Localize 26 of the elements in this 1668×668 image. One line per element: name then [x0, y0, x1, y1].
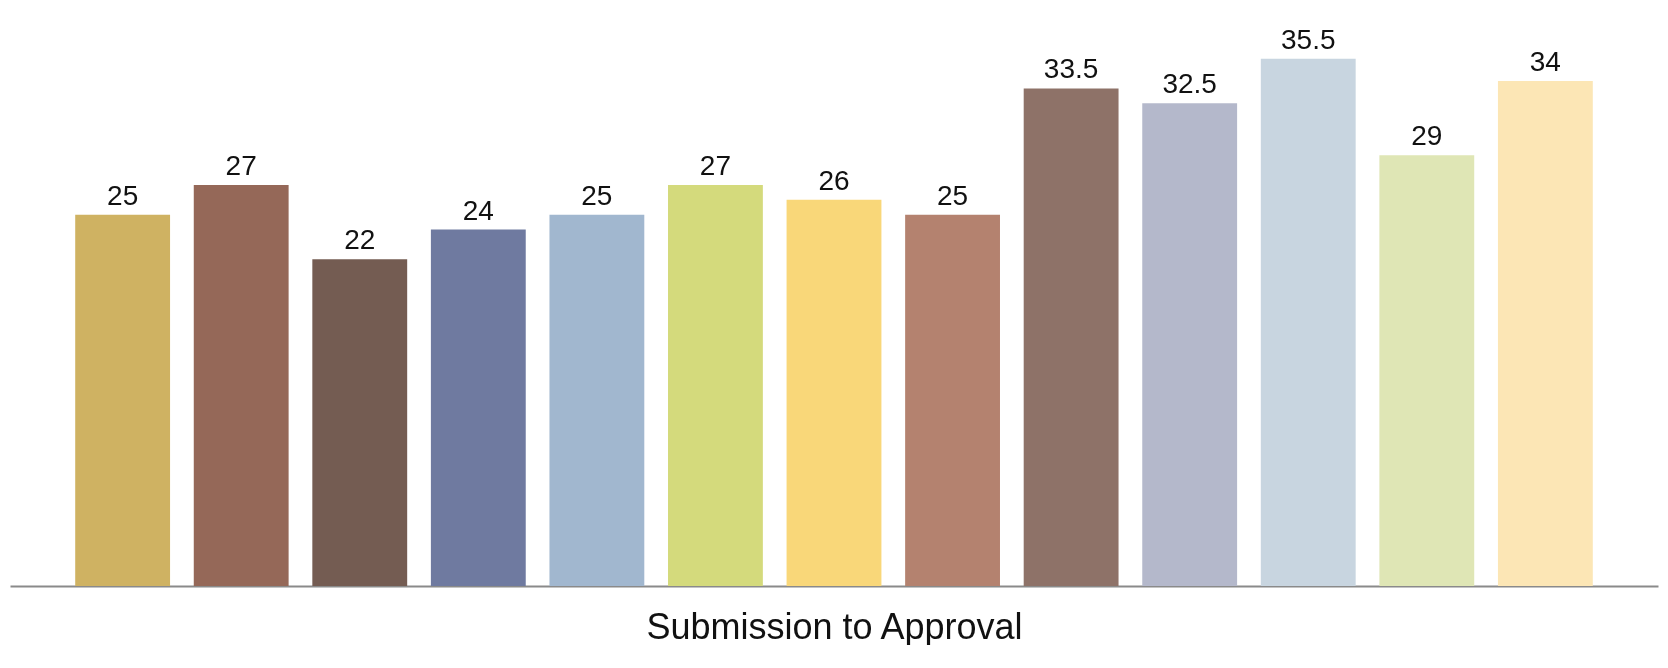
bar [549, 214, 645, 586]
bar [430, 229, 526, 586]
bar [786, 199, 882, 586]
bar [312, 259, 408, 586]
bar [1260, 58, 1356, 586]
data-label: 32.5 [1162, 68, 1217, 100]
bar [1142, 103, 1238, 586]
data-label: 34 [1529, 46, 1561, 78]
bar [1497, 81, 1593, 586]
data-label: 25 [107, 179, 139, 211]
bar [193, 184, 289, 586]
bar [905, 214, 1000, 586]
data-label: 25 [581, 179, 613, 211]
data-label: 27 [699, 149, 732, 181]
bar [668, 184, 763, 586]
data-label: 27 [225, 149, 257, 181]
data-label: 33.5 [1043, 53, 1099, 85]
data-label: 25 [936, 179, 969, 211]
data-label: 26 [818, 164, 850, 196]
data-label: 22 [344, 224, 376, 256]
bar [1023, 88, 1119, 586]
data-label: 24 [462, 194, 494, 226]
data-label: 29 [1411, 120, 1443, 152]
bar [75, 214, 171, 586]
bar [1379, 155, 1475, 586]
data-label: 35.5 [1280, 23, 1336, 55]
